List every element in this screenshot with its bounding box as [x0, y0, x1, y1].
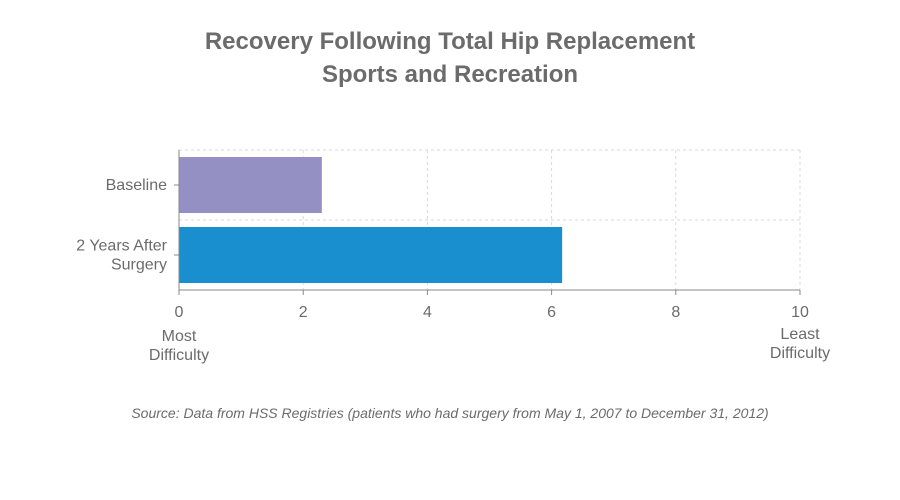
x-tick-label-0: 0	[175, 304, 184, 321]
x-tick-label-5: 10	[791, 304, 809, 321]
chart-title-line-2: Sports and Recreation	[321, 61, 579, 88]
chart-title-line-1: Recovery Following Total Hip Replacement	[204, 28, 696, 55]
category-label-1: Baseline	[106, 177, 167, 194]
x-tick-label-1: 2	[299, 304, 308, 321]
bar-2	[179, 227, 563, 283]
source-note: Source: Data from HSS Registries (patien…	[131, 405, 769, 421]
x-tick-label-4: 8	[671, 304, 680, 321]
x-tick-label-3: 6	[547, 304, 556, 321]
x-min-end-label: Most Difficulty	[149, 328, 209, 364]
bar-1	[179, 157, 322, 213]
category-label-2: 2 Years After Surgery	[76, 238, 167, 274]
x-max-end-label: Least Difficulty	[770, 326, 830, 362]
x-tick-label-2: 4	[423, 304, 432, 321]
